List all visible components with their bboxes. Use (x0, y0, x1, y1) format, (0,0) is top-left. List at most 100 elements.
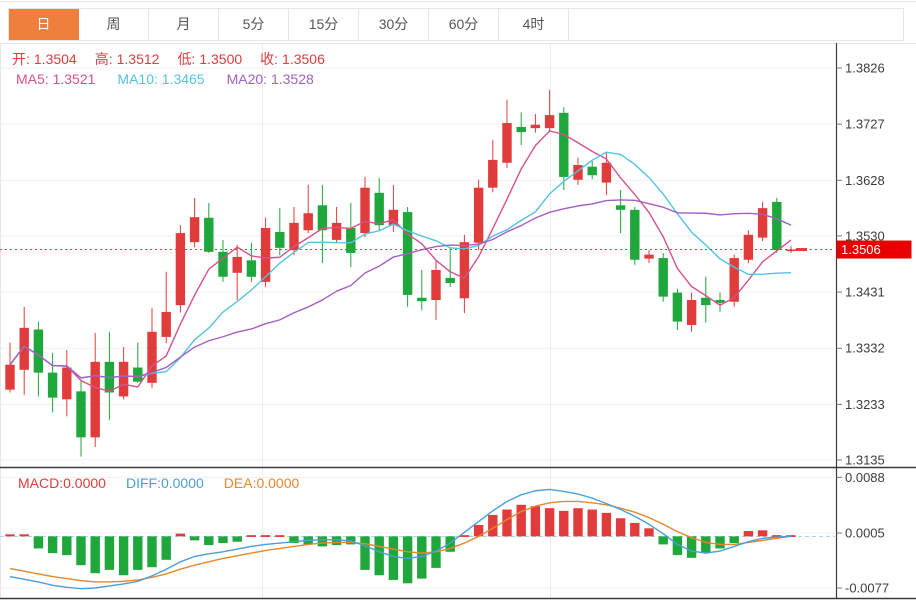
price-axis-label: 1.3332 (845, 341, 885, 356)
macd-bar (715, 536, 725, 549)
candle-body (573, 165, 583, 180)
macd-bar (5, 534, 15, 537)
macd-bar (374, 536, 384, 576)
macd-bar (686, 536, 697, 558)
tab-day[interactable]: 日 (9, 9, 79, 40)
tab-60min[interactable]: 60分 (429, 9, 499, 40)
candle-body (246, 260, 257, 277)
candle-body (360, 187, 370, 234)
tab-5min[interactable]: 5分 (219, 9, 289, 40)
candle-body (204, 217, 214, 252)
candle-body (76, 391, 86, 438)
candle-body (331, 222, 342, 240)
candle-body (118, 361, 129, 397)
ma20-line (9, 199, 792, 379)
macd-bar (388, 536, 399, 580)
candle-body (772, 201, 782, 251)
diff-label: DIFF: (125, 475, 161, 491)
low-label: 低: (177, 51, 196, 67)
open-label: 开: (12, 51, 30, 67)
candle-body (19, 327, 29, 370)
macd-bar (644, 528, 654, 537)
macd-readout: MACD:0.0000 DIFF:0.0000 DEA:0.0000 (18, 475, 319, 491)
macd-bar (601, 512, 612, 537)
macd-axis-label: 0.0088 (845, 470, 885, 485)
ohlc-readout: 开: 1.3504 高: 1.3512 低: 1.3500 收: 1.3506 (12, 49, 343, 69)
diff-line (9, 488, 792, 590)
candle-body (502, 123, 512, 163)
macd-axis-label: 0.0005 (845, 526, 885, 541)
dea-label: DEA: (223, 475, 257, 491)
tab-15min[interactable]: 15分 (289, 9, 359, 40)
candle-body (388, 209, 399, 226)
ma20-label: MA20: (226, 71, 268, 87)
candle-body (701, 297, 711, 306)
macd-bar (118, 536, 129, 576)
tab-4hour[interactable]: 4时 (499, 9, 569, 40)
tab-week[interactable]: 周 (79, 9, 149, 40)
last-price-tag (836, 240, 912, 259)
ma-readout: MA5: 1.3521 MA10: 1.3465 MA20: 1.3528 (16, 71, 336, 87)
candle-body (587, 166, 597, 176)
candle-body (133, 367, 143, 382)
macd-label: MACD: (18, 475, 64, 491)
macd-bar (573, 508, 583, 537)
candle-body (672, 292, 683, 322)
macd-bar (147, 536, 157, 568)
dea-line (9, 500, 792, 583)
macd-bar (289, 536, 299, 544)
macd-bar (473, 524, 484, 537)
macd-bar (402, 536, 413, 584)
macd-bar (360, 536, 370, 570)
candle-body (786, 249, 796, 252)
candle-body (275, 231, 285, 248)
candle-body (232, 256, 242, 273)
candle-body (715, 300, 725, 303)
candle-body (459, 242, 470, 299)
price-axis-label: 1.3826 (845, 61, 885, 76)
macd-bar (672, 536, 683, 556)
macd-bar (502, 509, 512, 537)
price-axis-label: 1.3628 (845, 173, 885, 188)
macd-bar (33, 536, 44, 549)
close-label: 收: (260, 51, 279, 67)
candle-body (289, 222, 299, 251)
dea-value: 0.0000 (256, 475, 300, 491)
ma5-line (9, 130, 792, 393)
candle-body (346, 227, 356, 253)
macd-bar (544, 508, 555, 537)
macd-axis-label: -0.0077 (845, 581, 889, 596)
macd-bar (630, 522, 640, 537)
tab-bar-filler (569, 9, 903, 40)
timeframe-tab-bar: 日周月 5分 15分 30分 60分 4时 (8, 8, 904, 41)
candle-body (33, 329, 44, 373)
macd-bar (743, 530, 754, 537)
price-axis-label: 1.3530 (845, 228, 885, 243)
candle-body (5, 364, 15, 390)
ma5-value: 1.3521 (52, 71, 96, 87)
macd-bar (516, 504, 526, 537)
macd-bar (772, 535, 782, 537)
macd-bar (559, 510, 569, 537)
tab-month[interactable]: 月 (149, 9, 219, 40)
candle-body (47, 372, 58, 398)
candle-body (147, 331, 157, 383)
macd-bar (317, 536, 328, 547)
macd-bar (757, 530, 768, 537)
candle-body (544, 115, 555, 129)
candle-body (303, 213, 313, 231)
macd-bar (488, 514, 498, 537)
low-value: 1.3500 (199, 51, 243, 67)
candle-body (374, 192, 384, 226)
macd-bar (218, 536, 228, 544)
macd-bar (658, 536, 668, 545)
macd-bar (246, 535, 257, 537)
tab-30min[interactable]: 30分 (359, 9, 429, 40)
macd-bar (260, 535, 271, 537)
macd-bar (331, 536, 342, 546)
open-value: 1.3504 (33, 51, 77, 67)
macd-value: 0.0000 (63, 475, 106, 491)
candle-body (686, 300, 697, 325)
